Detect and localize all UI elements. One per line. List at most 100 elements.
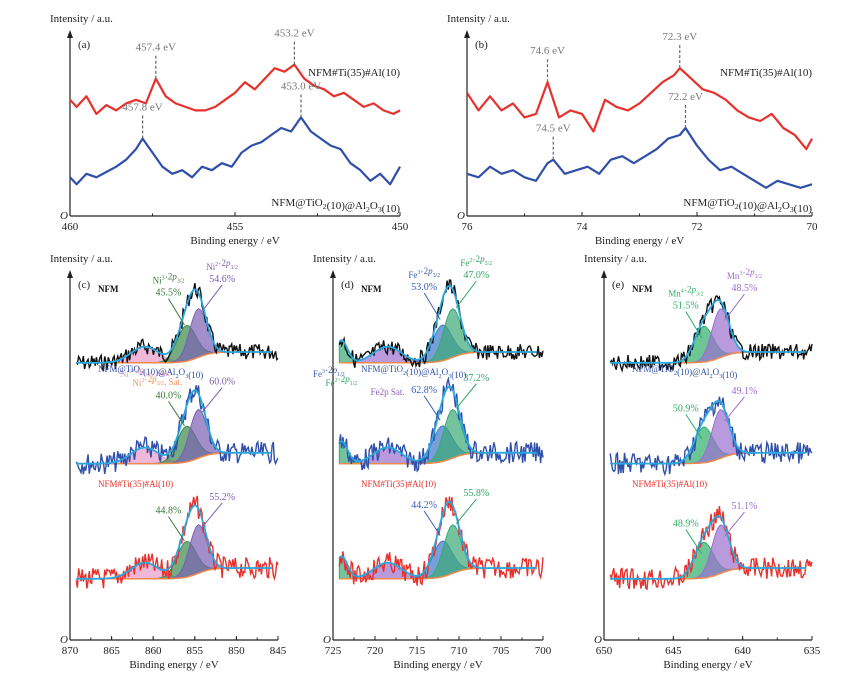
panel-d-sample-label-0: NFM (361, 284, 382, 294)
panel-a-y-axis-label: Intensity / a.u. (50, 13, 113, 25)
panel-e-x-tick-label: 645 (665, 645, 682, 657)
panel-d-component-percent: 53.0% (411, 282, 437, 293)
panel-c-x-tick-label: 865 (103, 645, 120, 657)
panel-c-sample-label-0: NFM (98, 284, 119, 294)
panel-c-component-percent: 44.8% (156, 506, 182, 517)
panel-e-component-name: Mn3+2p3/2 (727, 267, 762, 281)
panel-c-1-envelope-line (76, 389, 272, 465)
panel-c-component-percent: 60.0% (209, 377, 235, 388)
panel-b-peak-label: 74.6 eV (530, 45, 565, 57)
panel-d-2-raw-data-line (338, 496, 544, 586)
panel-b-peak-label: 72.3 eV (662, 31, 697, 43)
panel-d-component-percent: 47.0% (463, 270, 489, 281)
panel-a-x-tick-label: 455 (227, 221, 244, 233)
panel-d-x-tick-label: 725 (325, 645, 342, 657)
panel-b-legend-top: NFM#Ti(35)#Al(10) (720, 67, 812, 79)
panel-e-component-leader (724, 293, 745, 321)
panel-d-component-percent: 62.8% (411, 385, 437, 396)
panel-b-x-tick-label: 76 (462, 221, 474, 233)
panel-d-y-axis-arrow-icon (330, 270, 336, 278)
panel-c-x-tick-label: 855 (187, 645, 204, 657)
panel-e-sample-label-1: NFM@TiO2(10)@Al2O3(10) (632, 364, 737, 380)
panel-d-sample-label-2: NFM#Ti(35)#Al(10) (361, 479, 436, 489)
panel-c-component-name: Ni3+2p3/2 (153, 272, 185, 286)
panel-d-origin-label: O (323, 634, 331, 646)
panel-a-peak-label: 457.8 eV (122, 102, 162, 114)
panel-d-y-axis-label: Intensity / a.u. (313, 253, 376, 265)
panel-c-x-tick-label: 870 (62, 645, 79, 657)
panel-e-component-leader (685, 414, 703, 440)
panel-c-component-leader (201, 502, 223, 528)
panel-d-component-percent: 37.2% (463, 373, 489, 384)
panel-d-satellite-label: Fe2+2p1/2 (326, 374, 358, 388)
panel-e-1-envelope-line (610, 399, 806, 465)
panel-b-panel-label: (b) (475, 39, 488, 51)
panel-c-x-tick-label: 845 (270, 645, 287, 657)
panel-b-peak-label: 72.2 eV (668, 91, 703, 103)
panel-c-component-percent: 40.0% (156, 390, 182, 401)
panel-c-satellite-label: Ni2+2p3/2, Sat. (132, 374, 182, 388)
panel-d-x-axis-label: Binding energy / eV (393, 659, 482, 671)
panel-b-series-line-1 (466, 126, 813, 189)
panel-a-peak-label: 453.0 eV (281, 80, 321, 92)
panel-d-component-name: Fe2+2p3/2 (460, 254, 492, 268)
panel-a-x-axis-label: Binding energy / eV (190, 235, 279, 247)
panel-c-component-leader (201, 284, 223, 312)
panel-b-y-axis-label: Intensity / a.u. (447, 13, 510, 25)
panel-b-peak-label: 74.5 eV (536, 123, 571, 135)
panel-d-component-percent: 44.2% (411, 500, 437, 511)
panel-c-x-tick-label: 850 (228, 645, 245, 657)
panel-a-peak-label: 457.4 eV (136, 42, 176, 54)
panel-e-x-tick-label: 640 (734, 645, 751, 657)
panel-a-origin-label: O (60, 210, 68, 222)
panel-d-component-leader (455, 280, 477, 308)
panel-b: Intensity / a.u. O76 74 72 70 Binding energy … (447, 13, 818, 247)
panel-b-x-tick-label: 72 (692, 221, 703, 233)
panel-d-panel-label: (d) (341, 279, 354, 291)
panel-e-x-tick-label: 650 (596, 645, 613, 657)
panel-b-legend-bottom: NFM@TiO2(10)@Al2O3(10) (683, 197, 812, 215)
panel-c-x-axis-label: Binding energy / eV (129, 659, 218, 671)
panel-e-component-leader (724, 511, 745, 537)
panel-c-y-axis-label: Intensity / a.u. (50, 253, 113, 265)
panel-d-component-percent: 55.8% (463, 488, 489, 499)
panel-e-origin-label: O (594, 634, 602, 646)
panel-c-component-percent: 55.2% (209, 492, 235, 503)
panel-c-component-percent: 45.5% (156, 288, 182, 299)
panel-d-x-tick-label: 705 (493, 645, 510, 657)
panel-d-component-leader (455, 383, 477, 409)
panel-a-series-line-0 (69, 63, 401, 115)
panel-a-x-tick-label: 460 (62, 221, 79, 233)
panel-e-component-leader (685, 529, 703, 555)
panel-b-y-axis-arrow-icon (464, 30, 470, 38)
panel-e-y-axis-label: Intensity / a.u. (584, 253, 647, 265)
panel-e-panel-label: (e) (612, 279, 625, 291)
panel-a-y-axis-arrow-icon (67, 30, 73, 38)
panel-c-2-envelope-line (76, 504, 272, 580)
panel-c-component-name: Ni2+2p3/2 (206, 258, 238, 272)
panel-a-panel-label: (a) (78, 39, 91, 51)
panel-c-component-percent: 54.6% (209, 274, 235, 285)
panel-b-x-axis-label: Binding energy / eV (595, 235, 684, 247)
panel-d-x-tick-label: 715 (409, 645, 426, 657)
panel-c-x-tick-label: 860 (145, 645, 162, 657)
panel-d-component-leader (423, 292, 441, 320)
panel-c-1-raw-data-line (75, 385, 279, 476)
panel-e-component-leader (685, 311, 703, 339)
panel-e-sample-label-2: NFM#Ti(35)#Al(10) (632, 479, 707, 489)
panel-e-y-axis-arrow-icon (601, 270, 607, 278)
panel-d-x-tick-label: 710 (451, 645, 468, 657)
panel-d-component-leader (423, 395, 441, 421)
panel-d-component-leader (455, 498, 477, 524)
panel-a-peak-label: 453.2 eV (274, 28, 314, 40)
panel-c-sample-label-2: NFM#Ti(35)#Al(10) (98, 479, 173, 489)
panel-b-series-line-0 (466, 67, 813, 151)
panel-d-sample-label-1: NFM@TiO2(10)@Al2O3(10) (361, 364, 466, 380)
panel-c-component-leader (168, 516, 185, 542)
panel-e-component-percent: 49.1% (732, 386, 758, 397)
panel-e-0-envelope-line (610, 298, 806, 364)
panel-d-component-leader (423, 510, 441, 536)
